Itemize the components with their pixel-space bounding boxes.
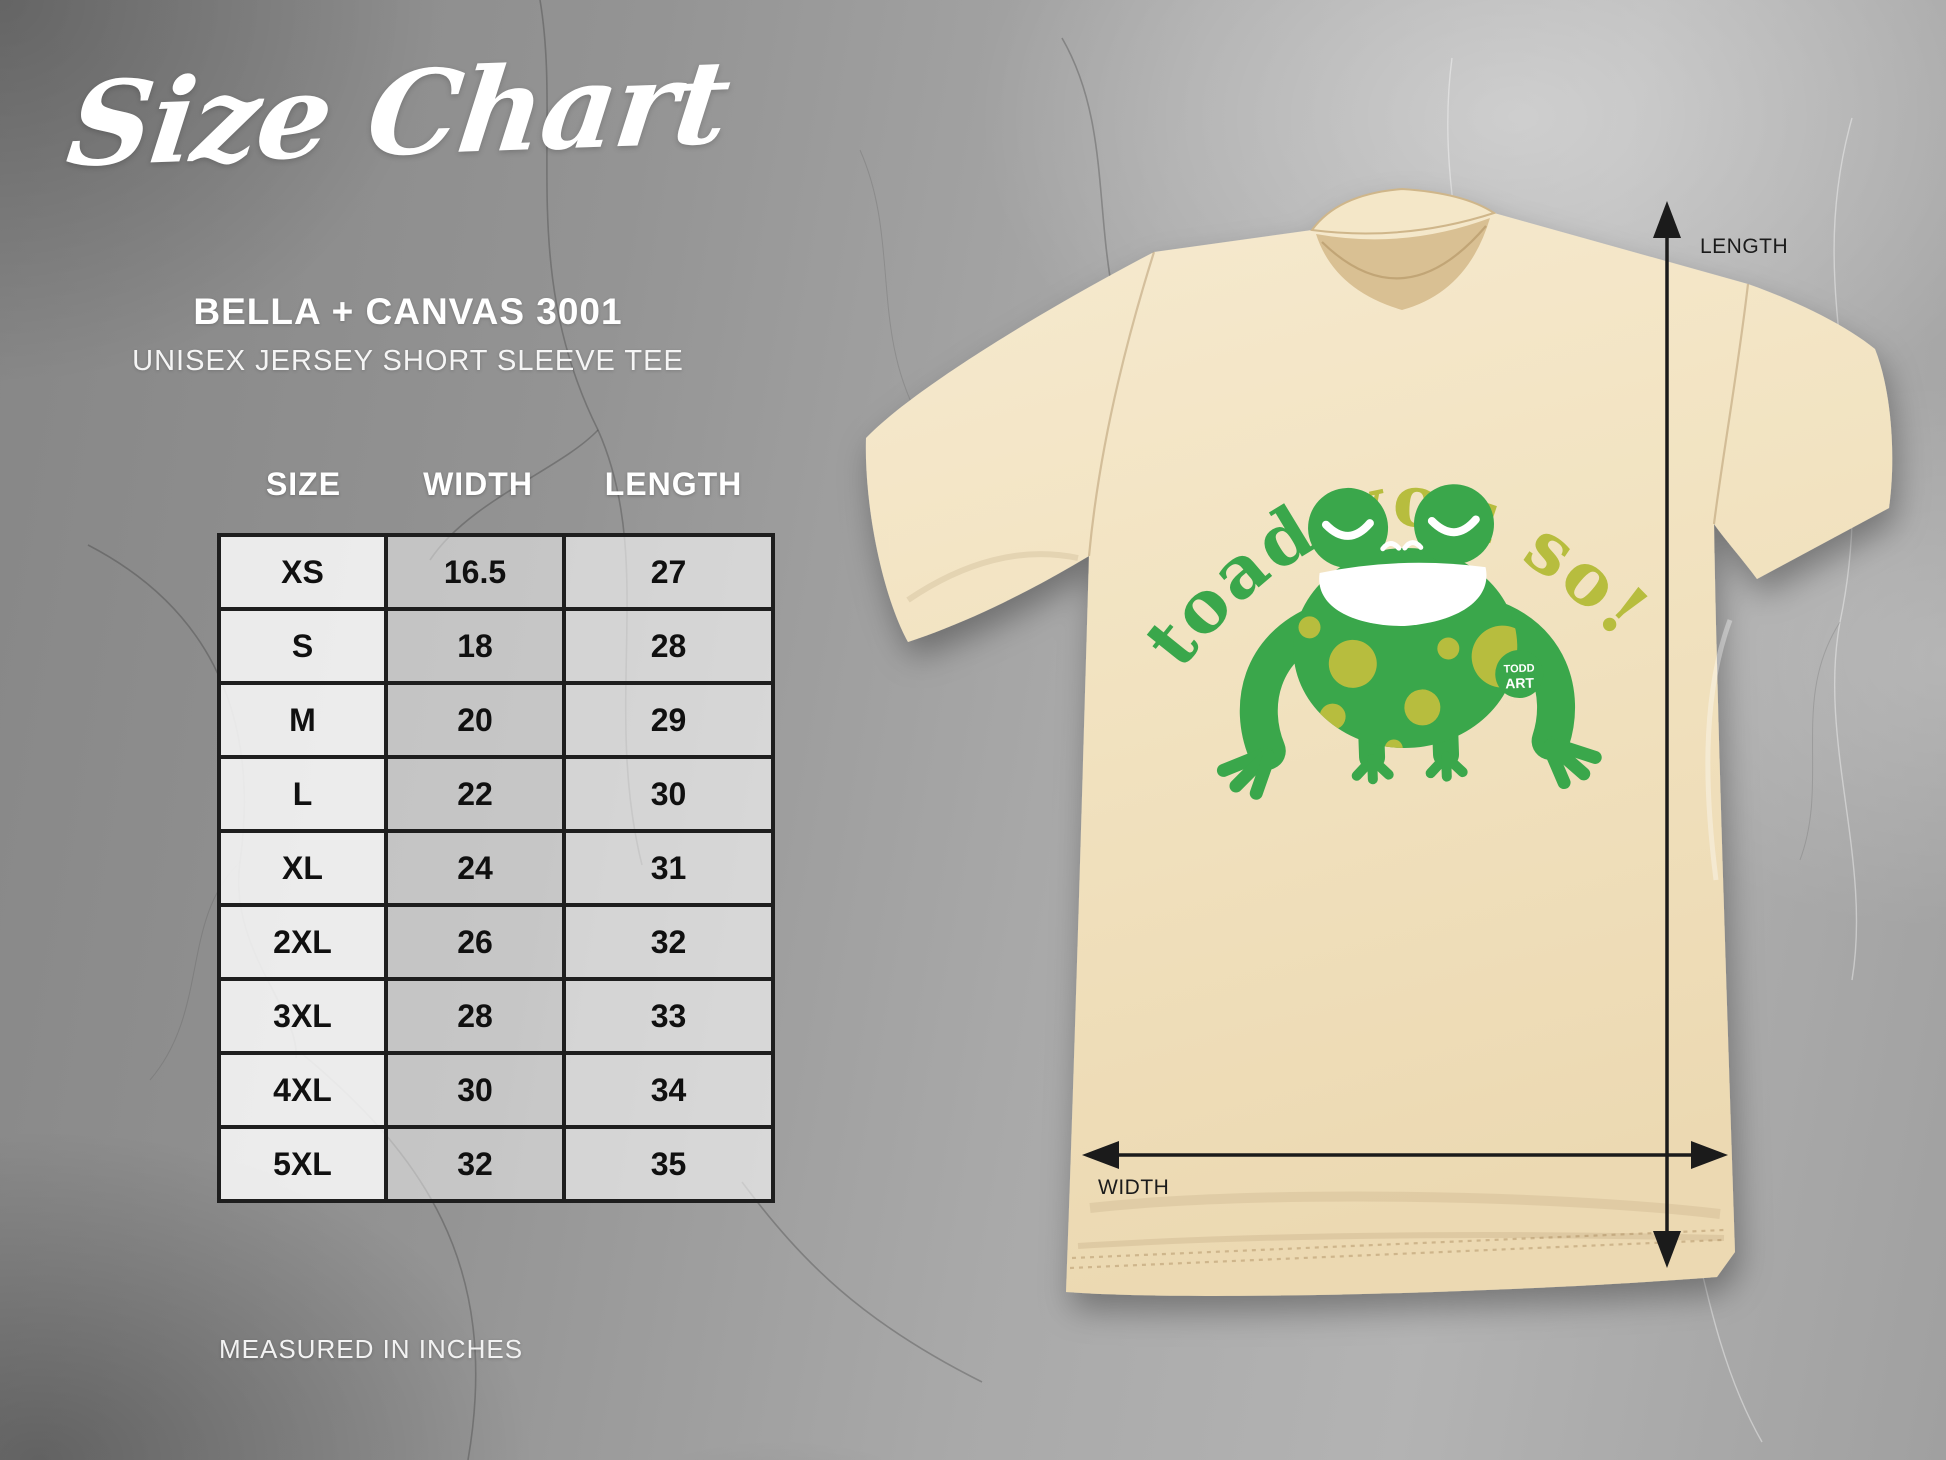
length-cell: 30: [562, 755, 775, 833]
width-cell: 30: [384, 1051, 566, 1129]
width-label: WIDTH: [1098, 1176, 1169, 1199]
length-cell: 32: [562, 903, 775, 981]
width-cell: 20: [384, 681, 566, 759]
length-cell: 35: [562, 1125, 775, 1203]
frog-nostril-left: [1380, 540, 1402, 552]
frog-nostril-right: [1402, 540, 1424, 551]
length-arrow: [1653, 201, 1681, 1268]
badge-line1: TODD: [1503, 662, 1534, 675]
size-table: XS 16.5 27 S 18 28 M 20 29 L 22 30: [217, 533, 775, 1203]
collar-band: [1310, 187, 1497, 235]
size-cell: 3XL: [217, 977, 388, 1055]
size-cell: XL: [217, 829, 388, 907]
width-cell: 18: [384, 607, 566, 685]
table-row: L 22 30: [217, 755, 775, 833]
size-cell: 2XL: [217, 903, 388, 981]
table-row: XS 16.5 27: [217, 533, 775, 611]
width-cell: 32: [384, 1125, 566, 1203]
table-row: 4XL 30 34: [217, 1051, 775, 1129]
width-cell: 24: [384, 829, 566, 907]
size-cell: XS: [217, 533, 388, 611]
width-arrow: [1082, 1141, 1728, 1169]
column-header-width: WIDTH: [423, 466, 533, 502]
width-cell: 16.5: [384, 533, 566, 611]
length-cell: 34: [562, 1051, 775, 1129]
artist-badge: TODD ART: [1495, 650, 1544, 699]
length-cell: 29: [562, 681, 775, 759]
size-cell: 4XL: [217, 1051, 388, 1129]
frog-eyes: [1308, 484, 1494, 568]
badge-line2: ART: [1505, 675, 1535, 692]
table-row: 2XL 26 32: [217, 903, 775, 981]
width-cell: 26: [384, 903, 566, 981]
size-cell: M: [217, 681, 388, 759]
length-cell: 27: [562, 533, 775, 611]
product-name: BELLA + CANVAS 3001: [193, 291, 623, 332]
fabric-wrinkles: [906, 551, 1733, 1249]
table-row: M 20 29: [217, 681, 775, 759]
product-style: UNISEX JERSEY SHORT SLEEVE TEE: [132, 345, 684, 377]
measurement-annotations: LENGTH WIDTH: [1082, 201, 1788, 1268]
collar-opening: [1316, 218, 1490, 310]
units-note: MEASURED IN INCHES: [219, 1334, 524, 1364]
size-cell: S: [217, 607, 388, 685]
column-header-size: SIZE: [265, 466, 342, 502]
length-cell: 33: [562, 977, 775, 1055]
table-row: 3XL 28 33: [217, 977, 775, 1055]
seam-lines: [1069, 225, 1750, 1270]
size-cell: 5XL: [217, 1125, 388, 1203]
table-column-headers: SIZE WIDTH LENGTH: [219, 466, 779, 503]
frog-smile: [1319, 562, 1487, 627]
size-cell: L: [217, 755, 388, 833]
length-cell: 28: [562, 607, 775, 685]
table-row: XL 24 31: [217, 829, 775, 907]
length-cell: 31: [562, 829, 775, 907]
length-label: LENGTH: [1700, 235, 1788, 258]
width-cell: 22: [384, 755, 566, 833]
width-cell: 28: [384, 977, 566, 1055]
table-row: 5XL 32 35: [217, 1125, 775, 1203]
table-row: S 18 28: [217, 607, 775, 685]
column-header-length: LENGTH: [604, 466, 743, 502]
info-panel: Size Chart BELLA + CANVAS 3001 UNISEX JE…: [0, 0, 816, 1460]
